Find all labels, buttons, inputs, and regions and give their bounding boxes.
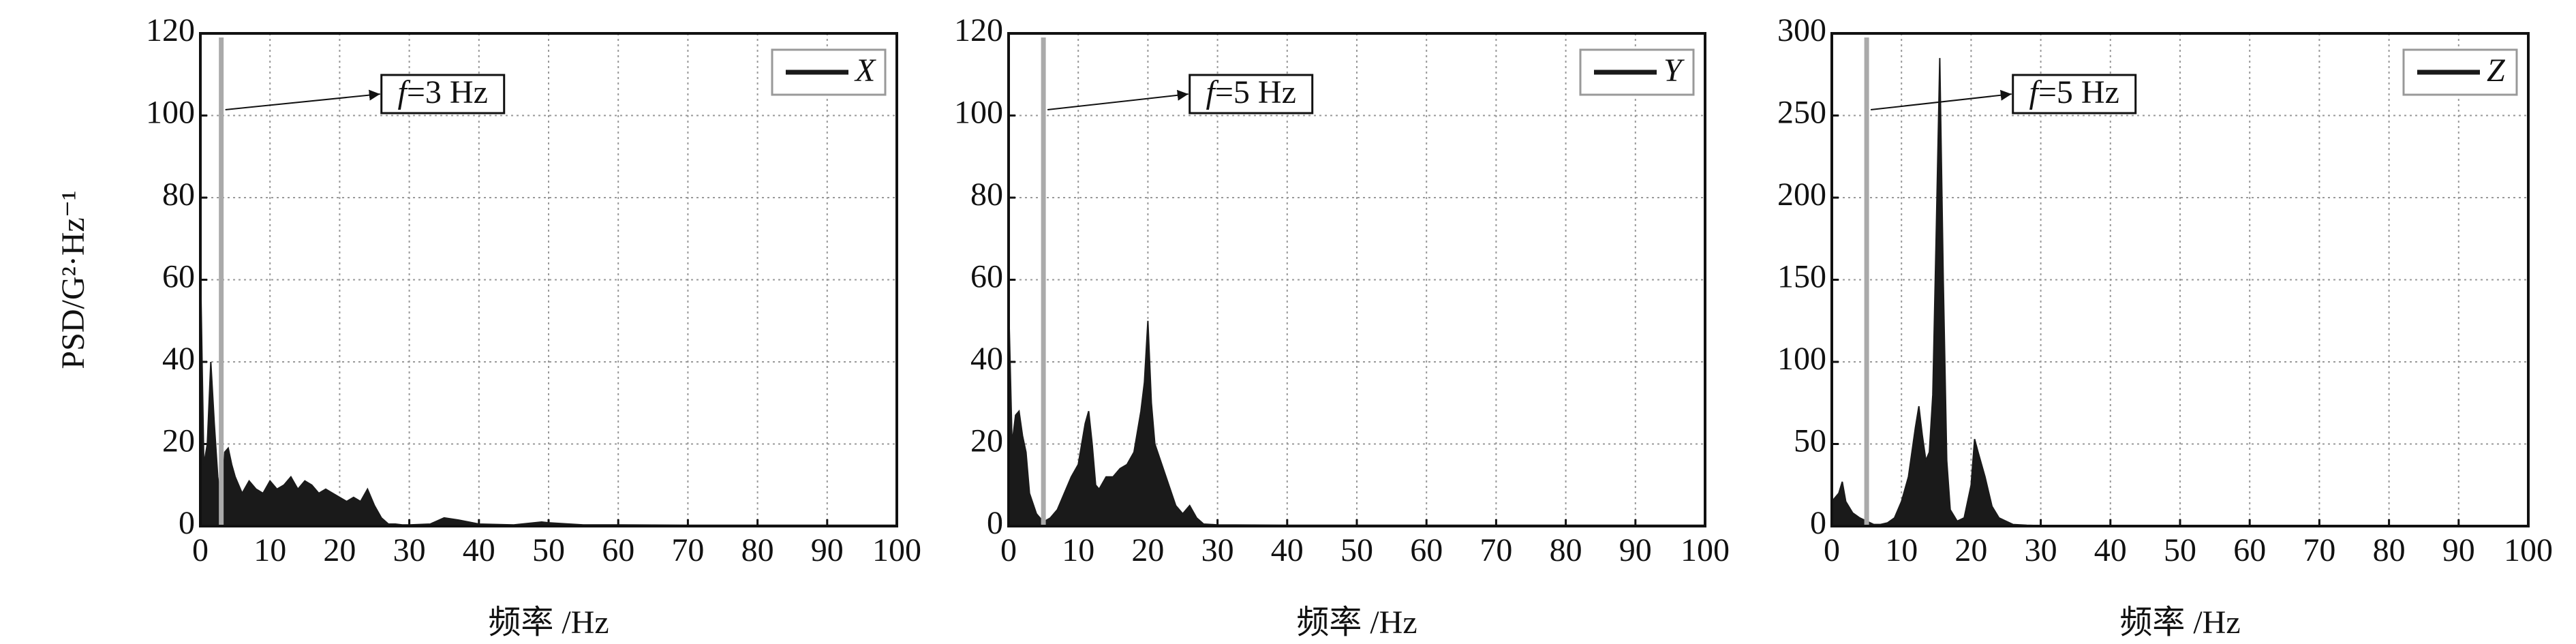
psd-area xyxy=(1008,300,1706,527)
x-tick-label: 0 xyxy=(1000,532,1017,568)
y-tick-label: 300 xyxy=(1777,12,1826,48)
x-tick-label: 0 xyxy=(192,532,209,568)
x-tick-label: 20 xyxy=(323,532,356,568)
x-tick-label: 40 xyxy=(2094,532,2127,568)
y-tick-label: 100 xyxy=(954,95,1003,131)
annotation-value: =5 Hz xyxy=(2038,74,2119,110)
x-tick-label: 10 xyxy=(254,532,286,568)
x-axis-label: 频率 /Hz xyxy=(1296,604,1417,641)
y-tick-label: 40 xyxy=(970,341,1003,377)
y-tick-label: 250 xyxy=(1777,95,1826,131)
chart-panel: 0 20 40 60 80 100 120 0 10 20 30 40 50 60 70 80 90 100 f=5… xyxy=(954,12,1730,641)
annotation-arrow xyxy=(1870,89,2012,110)
y-tick-label: 100 xyxy=(146,95,195,131)
x-tick-label: 30 xyxy=(393,532,426,568)
annotation-value: =5 Hz xyxy=(1215,74,1296,110)
x-tick-label: 50 xyxy=(2164,532,2196,568)
x-tick-label: 40 xyxy=(463,532,495,568)
x-tick-label: 70 xyxy=(1479,532,1512,568)
x-tick-label: 80 xyxy=(741,532,774,568)
x-tick-label: 90 xyxy=(811,532,844,568)
x-tick-label: 0 xyxy=(1824,532,1840,568)
x-tick-label: 60 xyxy=(1410,532,1443,568)
chart-panel: 0 20 40 60 80 100 120 0 10 20 30 40 50 60 70 80 90 100 f=3… xyxy=(55,12,921,641)
y-tick-label: 120 xyxy=(954,12,1003,48)
y-tick-label: 100 xyxy=(1777,341,1826,377)
y-tick-label: 120 xyxy=(146,12,195,48)
x-axis-label: 频率 /Hz xyxy=(2119,604,2240,641)
y-tick-label: 20 xyxy=(970,423,1003,459)
y-tick-label: 40 xyxy=(162,341,195,377)
plot-frame xyxy=(1007,32,1706,527)
annotation-box xyxy=(2012,74,2137,114)
annotation-value: =3 Hz xyxy=(407,74,488,110)
x-tick-label: 20 xyxy=(1954,532,1987,568)
x-tick-label: 20 xyxy=(1131,532,1164,568)
y-axis-label: PSD/G²·Hz⁻¹ xyxy=(55,190,91,369)
x-tick-label: 90 xyxy=(2442,532,2475,568)
x-tick-label: 100 xyxy=(2504,532,2553,568)
x-tick-label: 70 xyxy=(2303,532,2335,568)
chart-panel: 0 50 100 150 200 250 300 0 10 20 30 40 50 60 70 80 90 100… xyxy=(1777,12,2553,641)
y-tick-label: 0 xyxy=(1810,505,1826,541)
x-tick-label: 10 xyxy=(1885,532,1918,568)
y-tick-label: 80 xyxy=(162,177,195,213)
plot-frame xyxy=(1830,32,2530,527)
annotation-box xyxy=(380,74,506,114)
x-tick-label: 100 xyxy=(872,532,921,568)
plot-frame xyxy=(199,32,898,527)
x-tick-label: 10 xyxy=(1062,532,1094,568)
x-axis-label: 频率 /Hz xyxy=(488,604,609,641)
annotation-text: f=5 Hz xyxy=(2029,74,2119,110)
y-tick-label: 20 xyxy=(162,423,195,459)
x-tick-label: 60 xyxy=(2233,532,2266,568)
legend-label: X xyxy=(854,52,876,89)
annotation-box xyxy=(1189,74,1314,114)
x-tick-label: 50 xyxy=(1340,532,1373,568)
y-tick-label: 80 xyxy=(970,177,1003,213)
annotation-text: f=3 Hz xyxy=(398,74,488,110)
y-tick-label: 0 xyxy=(987,505,1003,541)
legend-label: Y xyxy=(1663,52,1685,89)
y-tick-label: 60 xyxy=(162,259,195,295)
x-tick-label: 30 xyxy=(1201,532,1234,568)
y-tick-label: 50 xyxy=(1794,423,1826,459)
x-tick-label: 80 xyxy=(1550,532,1582,568)
x-tick-label: 80 xyxy=(2373,532,2406,568)
legend-label: Z xyxy=(2487,52,2506,89)
annotation-arrow xyxy=(1047,89,1189,110)
psd-area xyxy=(200,259,898,527)
x-tick-label: 70 xyxy=(671,532,704,568)
x-tick-label: 90 xyxy=(1619,532,1652,568)
psd-area xyxy=(1831,58,2529,527)
y-tick-label: 200 xyxy=(1777,177,1826,213)
y-tick-label: 0 xyxy=(179,505,195,541)
annotation-text: f=5 Hz xyxy=(1206,74,1296,110)
y-tick-label: 60 xyxy=(970,259,1003,295)
x-tick-label: 40 xyxy=(1271,532,1304,568)
x-tick-label: 60 xyxy=(602,532,634,568)
annotation-arrow xyxy=(225,89,380,110)
y-tick-label: 150 xyxy=(1777,259,1826,295)
x-tick-label: 30 xyxy=(2025,532,2057,568)
x-tick-label: 50 xyxy=(532,532,565,568)
x-tick-label: 100 xyxy=(1681,532,1730,568)
